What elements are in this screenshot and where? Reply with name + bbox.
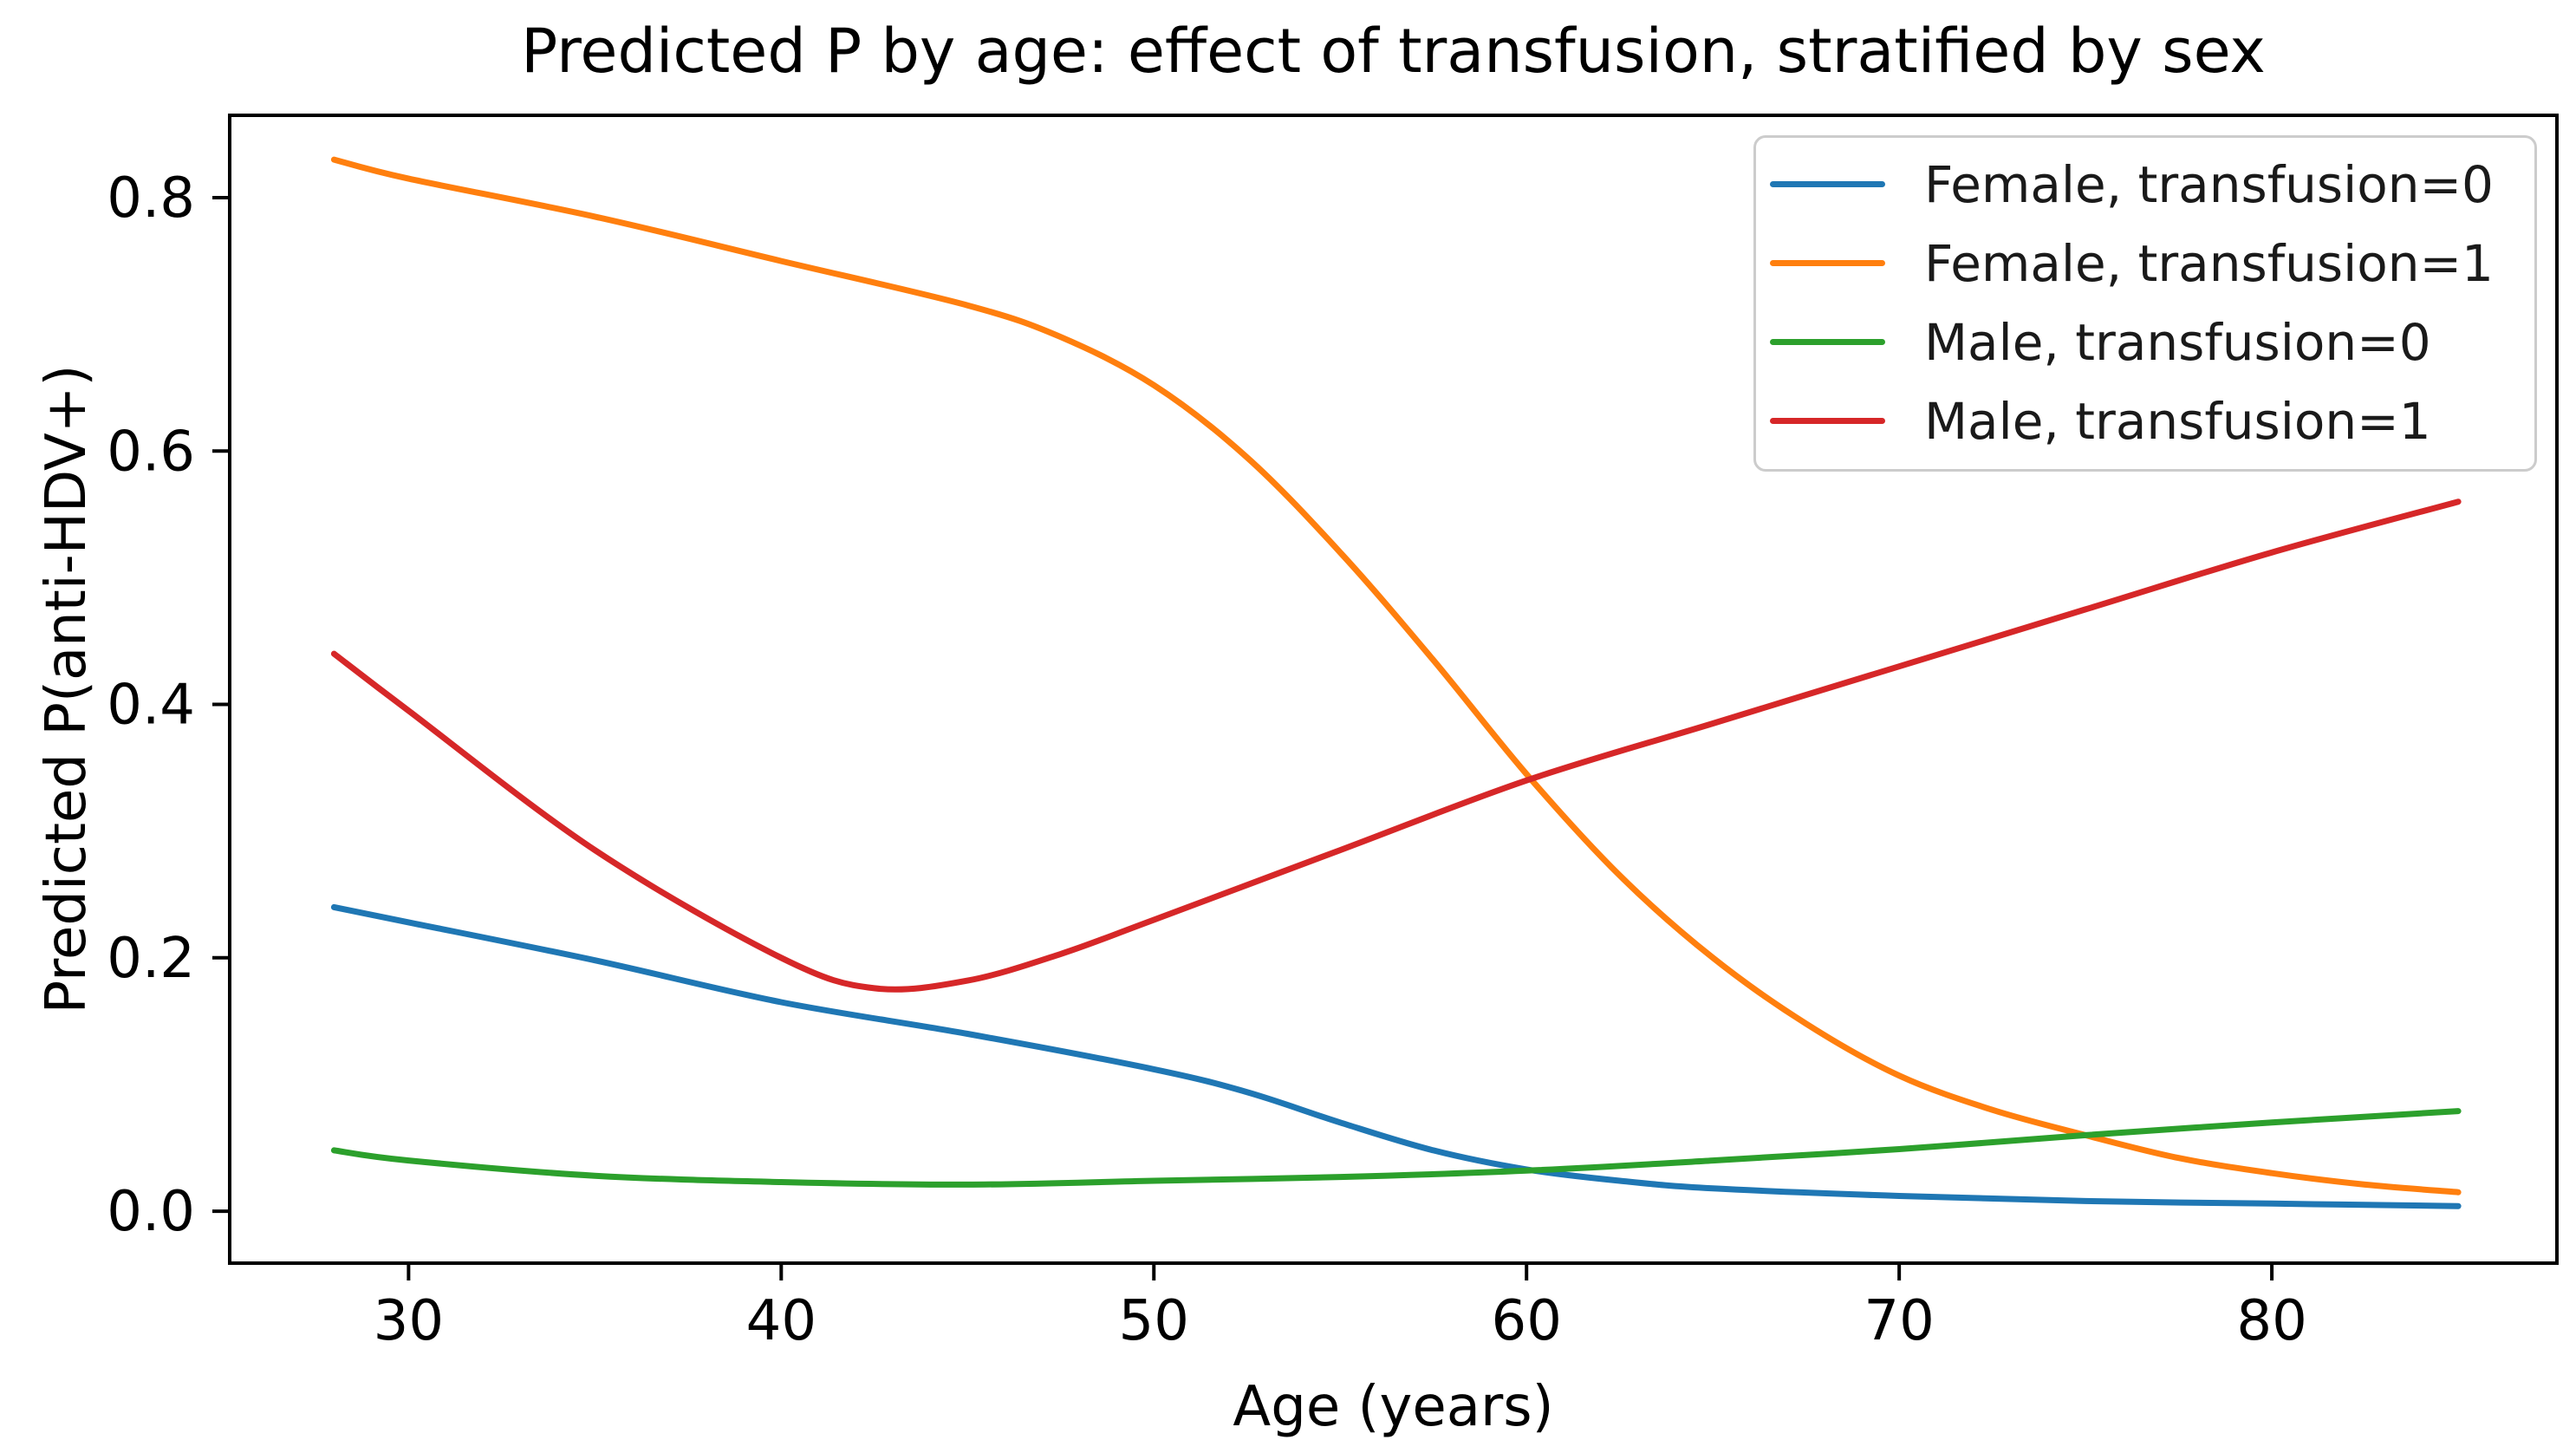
legend-line-swatch [1770,181,1885,187]
chart-title: Predicted P by age: effect of transfusio… [521,16,2266,87]
curve-male-transfusion-0 [330,1108,2462,1188]
x-axis-label: Age (years) [1233,1375,1554,1439]
x-tick-label: 30 [374,1289,444,1353]
legend-label: Male, transfusion=0 [1924,312,2431,372]
y-tick-label: 0.8 [107,166,195,231]
y-tick-label: 0.6 [107,420,195,484]
y-tick-label: 0.4 [107,674,195,738]
legend-label: Male, transfusion=1 [1924,391,2431,451]
curve-male-transfusion-1 [330,498,2462,993]
legend-label: Female, transfusion=1 [1924,233,2494,293]
y-axis-label: Predicted P(anti-HDV+) [35,364,99,1014]
legend-line-swatch [1770,339,1885,345]
legend: Female, transfusion=0 Female, transfusion… [1753,135,2537,472]
axes-frame [228,114,2559,1265]
y-tick-label: 0.0 [107,1180,195,1244]
x-tick-label: 80 [2236,1289,2306,1353]
x-tick-label: 50 [1119,1289,1189,1353]
legend-label: Female, transfusion=0 [1924,154,2494,214]
y-tick-label: 0.2 [107,927,195,991]
curve-female-transfusion-1 [330,156,2462,1196]
legend-item: Female, transfusion=1 [1770,225,2517,303]
curve-female-transfusion-0 [330,903,2462,1209]
legend-item: Male, transfusion=0 [1770,303,2517,381]
legend-item: Male, transfusion=1 [1770,382,2517,460]
legend-line-swatch [1770,260,1885,266]
x-tick-label: 40 [746,1289,816,1353]
x-tick-label: 60 [1491,1289,1561,1353]
x-tick-label: 70 [1864,1289,1934,1353]
legend-line-swatch [1770,418,1885,424]
legend-item: Female, transfusion=0 [1770,146,2517,224]
